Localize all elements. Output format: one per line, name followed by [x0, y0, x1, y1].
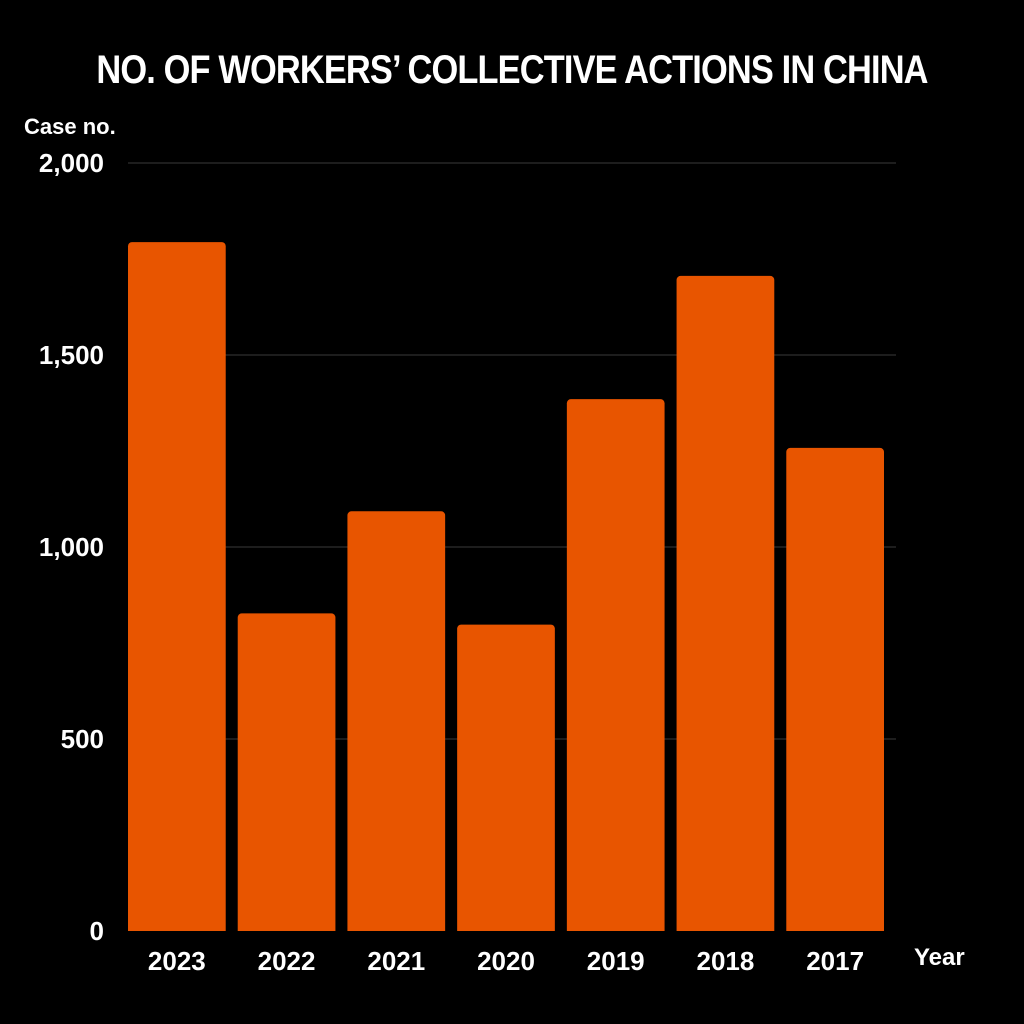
bar-2021	[347, 511, 446, 935]
x-tick-label: 2017	[806, 946, 864, 976]
bars	[0, 242, 1024, 939]
bar-2017	[786, 447, 884, 935]
bar-2022	[237, 613, 336, 935]
y-tick-label: 1,000	[39, 532, 104, 562]
x-tick-labels: 2023 2022 2021 2020 2019 2018 2017	[148, 946, 864, 976]
x-tick-label: 2018	[697, 946, 755, 976]
y-tick-label: 0	[90, 916, 104, 946]
x-tick-label: 2023	[148, 946, 206, 976]
bar-2020	[457, 624, 555, 935]
y-tick-label: 1,500	[39, 340, 104, 370]
y-tick-labels: 0 500 1,000 1,500 2,000	[39, 148, 104, 946]
x-axis-label: Year	[914, 944, 965, 971]
bar-2019	[566, 399, 665, 935]
baseline-mask	[0, 931, 1024, 939]
bar-2018	[676, 275, 775, 935]
bar-2023	[128, 242, 226, 935]
chart-title: NO. OF WORKERS’ COLLECTIVE ACTIONS IN CH…	[96, 48, 928, 92]
y-tick-label: 500	[61, 724, 104, 754]
y-tick-label: 2,000	[39, 148, 104, 178]
x-tick-label: 2021	[367, 946, 425, 976]
x-tick-label: 2022	[258, 946, 316, 976]
x-tick-label: 2019	[587, 946, 645, 976]
x-tick-label: 2020	[477, 946, 535, 976]
y-axis-label: Case no.	[24, 114, 116, 139]
